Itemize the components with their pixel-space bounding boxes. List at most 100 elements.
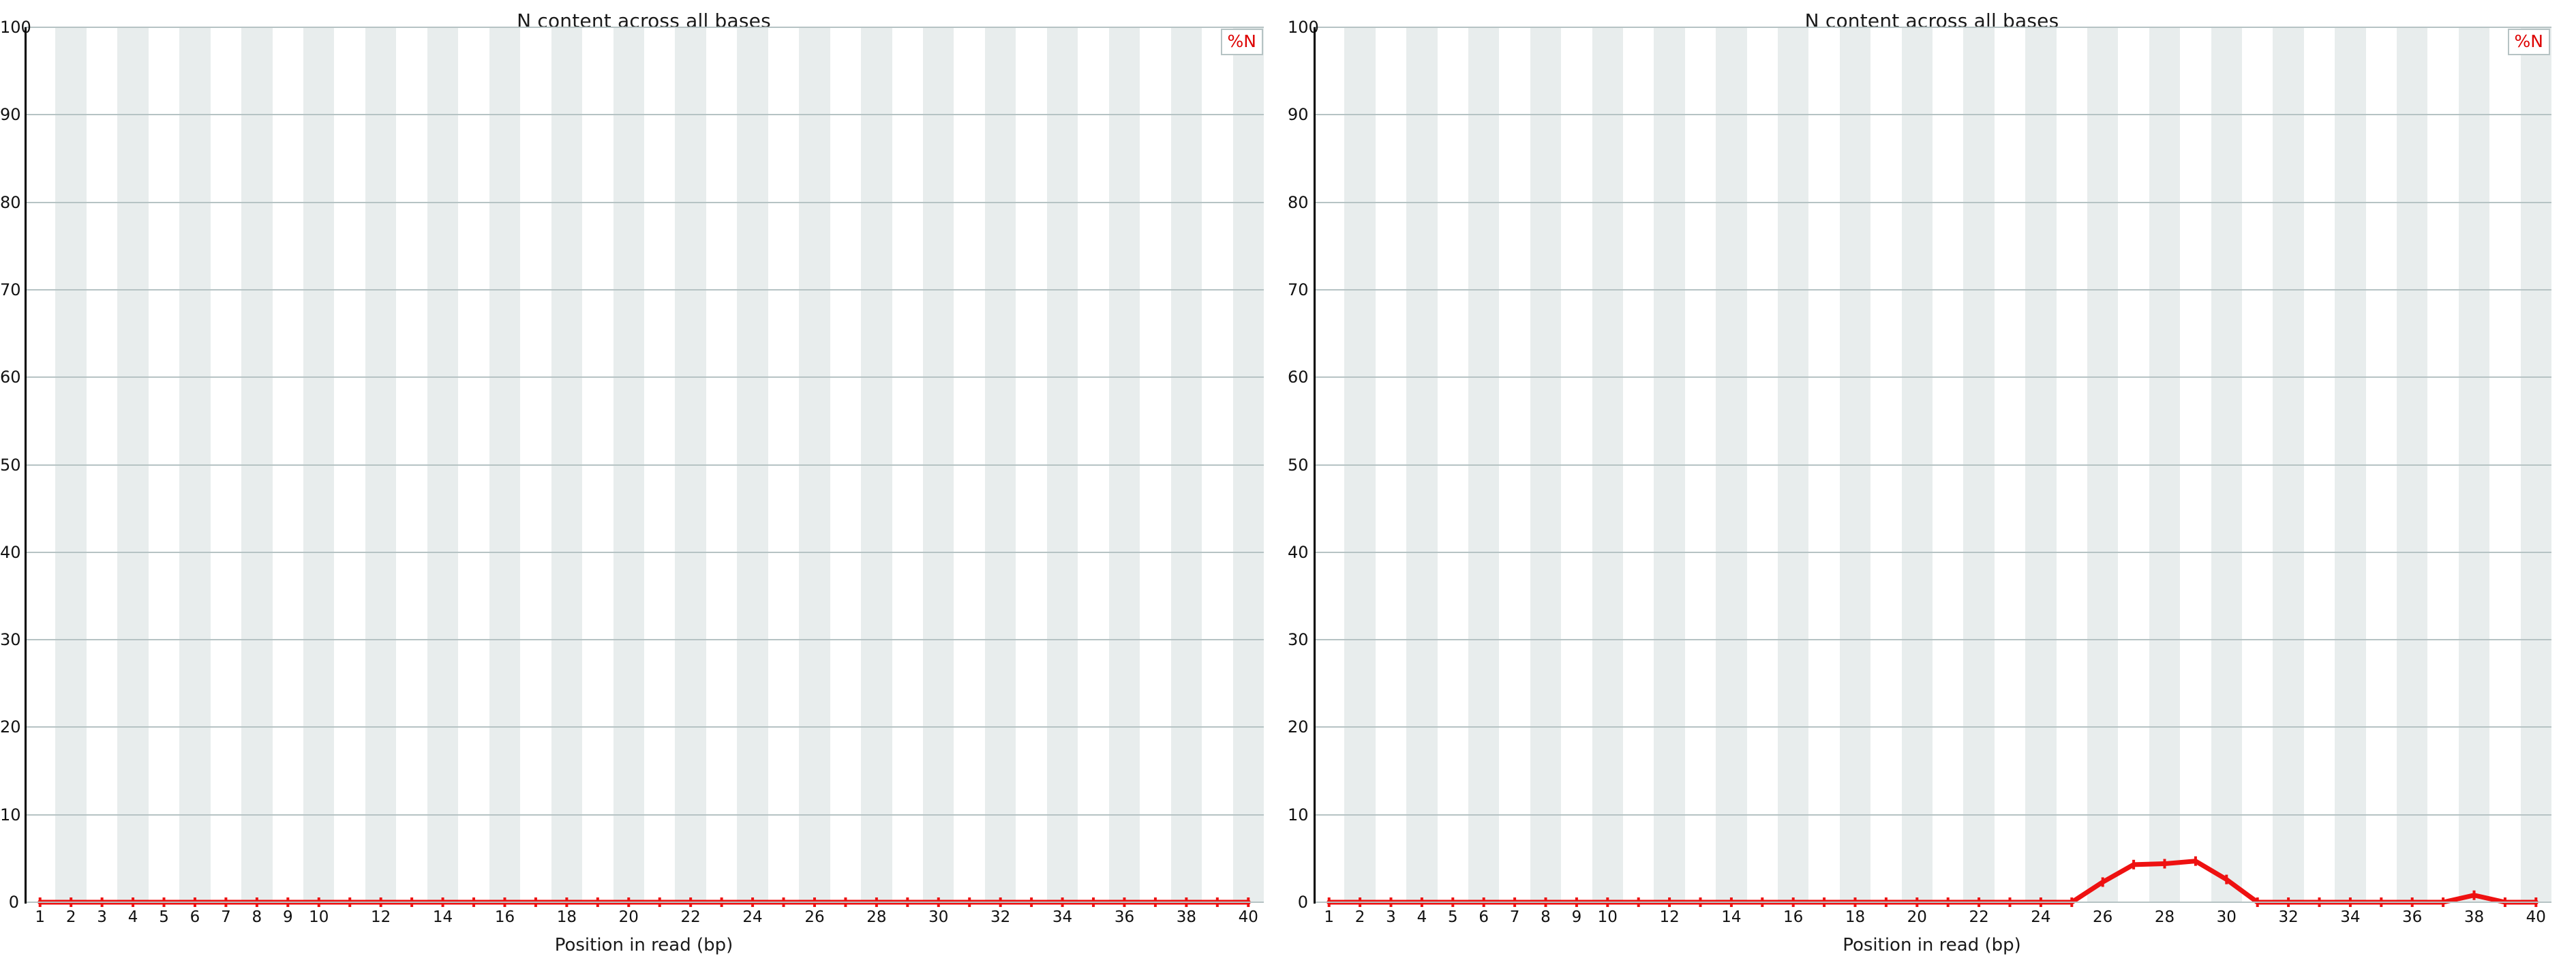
x-axis-tick-label: 34: [2340, 908, 2361, 926]
y-axis-tick-label: 80: [0, 192, 21, 212]
y-axis-tick-label: 30: [1288, 630, 1309, 650]
x-axis-tick-label: 12: [1659, 908, 1680, 926]
y-axis-tick-label: 70: [0, 280, 21, 299]
x-axis-tick-label: 5: [1447, 908, 1458, 926]
x-axis-tick-label: 34: [1052, 908, 1073, 926]
x-axis-tick-label: 2: [1354, 908, 1365, 926]
x-axis-tick-label: 7: [221, 908, 231, 926]
y-gridline: [1314, 376, 2551, 378]
x-axis-tick-label: 40: [2526, 908, 2546, 926]
y-gridline: [25, 551, 1264, 553]
y-gridline: [1314, 726, 2551, 728]
x-axis-title: Position in read (bp): [1843, 935, 2021, 955]
legend-label-pct-n: %N: [1227, 31, 1256, 51]
x-axis-tick-label: 38: [1176, 908, 1197, 926]
y-axis-tick-label: 10: [1288, 805, 1309, 824]
y-axis-tick-label: 100: [1288, 18, 1319, 37]
x-axis-tick-label: 4: [1416, 908, 1427, 926]
y-gridline: [25, 114, 1264, 116]
x-axis-tick-label: 12: [371, 908, 391, 926]
y-gridline: [1314, 288, 2551, 291]
legend-box: %N: [2507, 29, 2550, 55]
y-axis-tick-label: 20: [1288, 717, 1309, 737]
x-axis-tick-label: 26: [804, 908, 825, 926]
y-axis-tick-label: 20: [0, 717, 21, 737]
x-axis-tick-label: 2: [65, 908, 76, 926]
x-axis-tick-label: 1: [35, 908, 46, 926]
x-axis-tick-label: 36: [1114, 908, 1135, 926]
x-axis-tick-label: 30: [2216, 908, 2237, 926]
chart-panel-right: N content across all bases %N Position i…: [1288, 0, 2576, 967]
y-axis-spine: [25, 27, 27, 904]
x-axis-tick-label: 40: [1238, 908, 1258, 926]
x-axis-tick-label: 18: [556, 908, 577, 926]
y-axis-tick-label: 90: [0, 105, 21, 125]
x-axis-tick-label: 30: [928, 908, 949, 926]
x-axis-tick-label: 3: [97, 908, 107, 926]
y-axis-tick-label: 60: [1288, 368, 1309, 387]
y-axis-tick-label: 30: [0, 630, 21, 650]
x-axis-tick-label: 6: [1479, 908, 1489, 926]
plot-area-left: [25, 27, 1264, 907]
x-axis-tick-label: 8: [252, 908, 262, 926]
y-gridline: [1314, 464, 2551, 466]
y-gridline: [25, 902, 1264, 903]
y-gridline: [25, 814, 1264, 816]
x-axis-tick-label: 1: [1324, 908, 1335, 926]
y-axis-tick-label: 10: [0, 805, 21, 824]
y-axis-tick-label: 40: [0, 542, 21, 562]
x-axis-tick-label: 24: [742, 908, 763, 926]
y-axis-tick-label: 0: [8, 893, 19, 912]
y-gridline: [1314, 114, 2551, 116]
x-axis-tick-label: 9: [282, 908, 293, 926]
x-axis-tick-label: 10: [1597, 908, 1618, 926]
x-axis-tick-label: 8: [1541, 908, 1551, 926]
y-axis-spine: [1314, 27, 1316, 904]
legend-label-pct-n: %N: [2514, 31, 2543, 51]
x-axis-tick-label: 9: [1571, 908, 1582, 926]
x-axis-tick-label: 6: [190, 908, 200, 926]
x-axis-tick-label: 28: [2154, 908, 2175, 926]
y-gridline: [1314, 814, 2551, 816]
y-gridline: [1314, 551, 2551, 553]
x-axis-tick-label: 16: [494, 908, 515, 926]
x-axis-tick-label: 22: [1969, 908, 1989, 926]
x-axis-tick-label: 14: [1721, 908, 1742, 926]
y-axis-tick-label: 50: [1288, 455, 1309, 475]
plot-area-right: [1314, 27, 2551, 907]
y-axis-tick-label: 80: [1288, 192, 1309, 212]
x-axis-tick-label: 18: [1845, 908, 1866, 926]
y-axis-tick-label: 50: [0, 455, 21, 475]
x-axis-tick-label: 22: [680, 908, 701, 926]
x-axis-title: Position in read (bp): [554, 935, 733, 955]
x-axis-tick-label: 32: [2278, 908, 2299, 926]
x-axis-tick-label: 7: [1509, 908, 1520, 926]
y-gridline: [1314, 201, 2551, 203]
y-gridline: [25, 376, 1264, 378]
x-axis-tick-label: 38: [2464, 908, 2485, 926]
series-polyline: [1327, 859, 2539, 905]
legend-box: %N: [1220, 29, 1263, 55]
x-axis-tick-label: 14: [432, 908, 453, 926]
x-axis-tick-label: 3: [1386, 908, 1396, 926]
chart-panel-left: N content across all bases %N Position i…: [0, 10, 1264, 955]
y-axis-tick-label: 100: [0, 18, 31, 37]
y-axis-tick-label: 90: [1288, 105, 1309, 125]
x-axis-tick-label: 28: [866, 908, 887, 926]
x-axis-tick-label: 20: [618, 908, 639, 926]
y-gridline: [25, 639, 1264, 641]
x-axis-tick-label: 20: [1907, 908, 1927, 926]
y-gridline: [1314, 639, 2551, 641]
x-axis-tick-label: 36: [2402, 908, 2423, 926]
x-axis-tick-label: 4: [127, 908, 138, 926]
y-gridline: [25, 27, 1264, 28]
x-axis-tick-label: 26: [2093, 908, 2113, 926]
x-axis-tick-label: 32: [990, 908, 1011, 926]
x-axis-tick-label: 16: [1783, 908, 1804, 926]
y-gridline: [25, 726, 1264, 728]
y-gridline: [1314, 27, 2551, 28]
y-gridline: [1314, 902, 2551, 903]
y-axis-tick-label: 70: [1288, 280, 1309, 299]
y-gridline: [25, 288, 1264, 291]
